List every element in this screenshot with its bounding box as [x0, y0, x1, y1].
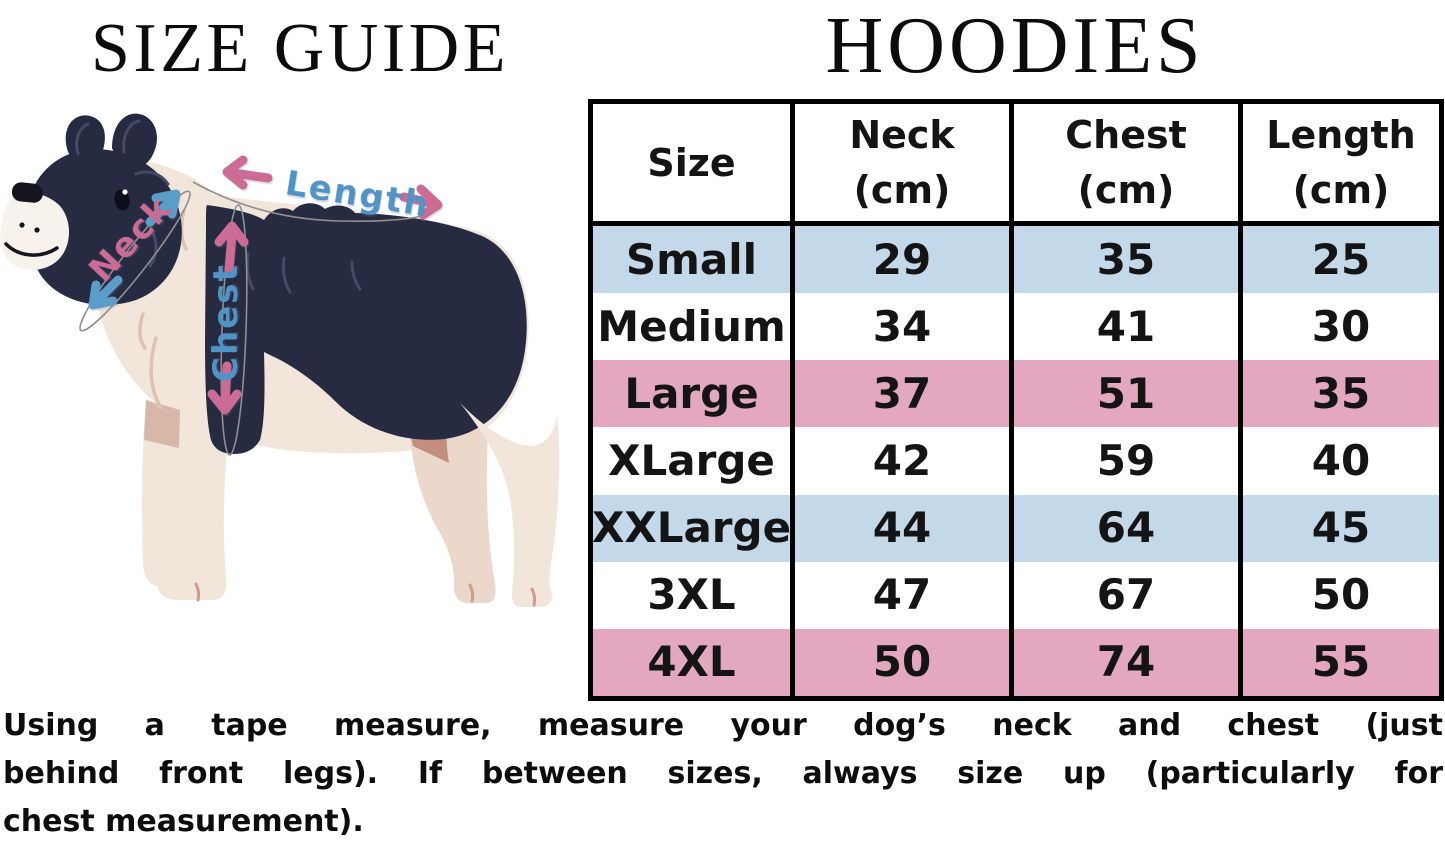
table-row: XLarge 42 59 40: [593, 427, 1439, 495]
length-measure-line: [192, 181, 429, 222]
column-header-size: Size: [593, 104, 795, 221]
chest-label: Chest: [206, 263, 246, 382]
neck-arrow-down-icon: [92, 275, 123, 306]
dog-near-front-leg: [155, 408, 230, 600]
cell-neck: 44: [795, 494, 1014, 562]
length-arrows: [222, 155, 443, 220]
chest-arrows: [207, 221, 249, 415]
dog-markings: [25, 113, 527, 454]
page-title-hoodies: HOODIES: [825, 2, 1205, 90]
table-row: 3XL 47 67 50: [593, 561, 1439, 629]
cell-neck: 42: [795, 427, 1014, 495]
cell-length: 55: [1311, 637, 1371, 687]
column-label: Neck: [849, 113, 955, 157]
table-row: Small 29 35 25: [593, 226, 1439, 294]
dog-eye-icon: [114, 189, 130, 211]
cell-size: Small: [593, 226, 795, 294]
column-unit: (cm): [1292, 168, 1390, 212]
neck-arrows: [88, 189, 181, 310]
cell-neck: 47: [795, 561, 1014, 629]
footer-instructions: Using a tape measure, measure your dog’s…: [3, 702, 1443, 846]
cell-length: 25: [1311, 234, 1371, 284]
cell-length: 30: [1311, 301, 1371, 351]
table-row: 4XL 50 74 55: [593, 628, 1439, 696]
column-unit: (cm): [853, 168, 951, 212]
table-row: Large 37 51 35: [593, 360, 1439, 428]
cell-chest: 64: [1014, 494, 1243, 562]
neck-arrow-up-icon: [145, 196, 175, 227]
cell-size: 4XL: [593, 628, 795, 696]
column-label: Chest: [1065, 113, 1187, 157]
dog-toe-lines: [194, 582, 537, 607]
cell-size: Large: [593, 360, 795, 428]
cell-length: 35: [1311, 368, 1371, 418]
cell-neck: 37: [795, 360, 1014, 428]
dog-saddle: [205, 203, 527, 454]
measurement-guides: [79, 181, 429, 456]
table-row: XXLarge 44 64 45: [592, 494, 1439, 562]
dog-near-hind-leg: [460, 403, 560, 607]
cell-chest: 67: [1014, 561, 1243, 629]
column-header-chest: Chest (cm): [1014, 104, 1243, 221]
footer-line: chest measurement).: [3, 804, 364, 839]
cell-neck: 50: [795, 628, 1014, 696]
neck-measure-line: [79, 190, 191, 332]
dog-measurement-diagram: Neck Chest Length: [0, 113, 560, 607]
cell-chest: 35: [1014, 226, 1243, 294]
dog-nose-icon: [11, 182, 43, 203]
cell-length: 45: [1311, 503, 1371, 553]
cell-chest: 74: [1014, 628, 1243, 696]
size-table: Size Neck (cm) Chest (cm) Length (cm) Sm…: [588, 99, 1444, 701]
cell-size: Medium: [593, 293, 795, 361]
dog-face-details: [4, 182, 130, 257]
cell-chest: 41: [1014, 293, 1243, 361]
column-label: Length: [1266, 113, 1416, 157]
dog-front-shade-patch: [144, 400, 180, 448]
cell-length: 50: [1311, 570, 1371, 620]
column-label: Size: [647, 140, 736, 185]
table-header-row: Size Neck (cm) Chest (cm) Length (cm): [593, 104, 1439, 226]
page-title-size-guide: SIZE GUIDE: [91, 10, 509, 87]
footer-line: Using a tape measure, measure your dog’s…: [3, 708, 1443, 743]
column-header-length: Length (cm): [1243, 104, 1439, 221]
dog-head: [25, 149, 182, 305]
column-header-neck: Neck (cm): [795, 104, 1014, 221]
column-unit: (cm): [1077, 168, 1175, 212]
table-row: Medium 34 41 30: [593, 293, 1439, 361]
cell-neck: 29: [795, 226, 1014, 294]
cell-length: 40: [1311, 435, 1371, 485]
cell-neck: 34: [795, 293, 1014, 361]
cell-size: 3XL: [593, 561, 795, 629]
length-arrow-left-icon: [228, 168, 273, 183]
cell-size: XXLarge: [592, 494, 795, 562]
cell-chest: 59: [1014, 427, 1243, 495]
chest-arrow-up-icon: [224, 229, 237, 275]
length-arrow-right-icon: [399, 192, 437, 208]
cell-chest: 51: [1014, 360, 1243, 428]
dog-fold-lines: [75, 119, 362, 294]
footer-line: behind front legs). If between sizes, al…: [3, 756, 1443, 791]
cell-size: XLarge: [593, 427, 795, 495]
chest-arrow-down-icon: [220, 361, 232, 407]
chest-measure-line: [220, 204, 248, 456]
